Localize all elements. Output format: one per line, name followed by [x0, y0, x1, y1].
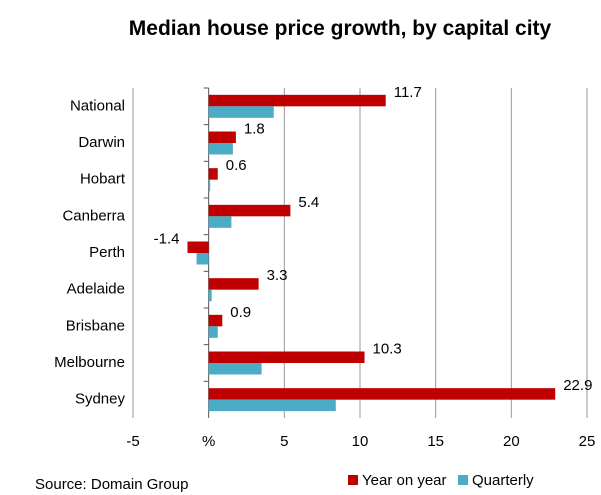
bar [208, 326, 218, 338]
data-label: 5.4 [298, 194, 319, 211]
data-label: 22.9 [563, 377, 592, 394]
bar [208, 388, 556, 400]
bar [208, 143, 233, 155]
x-tick-label: 5 [280, 433, 288, 450]
legend-swatch [348, 475, 358, 485]
bar [208, 131, 236, 143]
y-tick-label: Canberra [62, 207, 125, 224]
bar [196, 253, 209, 265]
x-tick-label: 20 [503, 433, 520, 450]
x-tick-label: 10 [352, 433, 369, 450]
data-label: -1.4 [154, 230, 180, 247]
data-label: 10.3 [373, 340, 402, 357]
bar [208, 399, 336, 412]
bar [208, 216, 232, 228]
x-tick-label: % [202, 433, 215, 450]
y-tick-label: Melbourne [54, 354, 125, 371]
bar [208, 351, 365, 363]
bar [208, 363, 262, 375]
bar [208, 94, 386, 107]
bar [208, 168, 218, 180]
legend-label: Quarterly [472, 472, 534, 489]
bar [187, 241, 209, 253]
y-tick-label: Adelaide [67, 281, 125, 298]
bar [208, 106, 274, 118]
x-tick-label: 25 [579, 433, 596, 450]
bar [208, 204, 291, 217]
y-tick-label: National [70, 97, 125, 114]
data-label: 0.6 [226, 157, 247, 174]
y-tick-label: Perth [89, 244, 125, 261]
data-label: 1.8 [244, 120, 265, 137]
y-tick-label: Hobart [80, 171, 126, 188]
bar [208, 179, 211, 192]
x-tick-label: -5 [126, 433, 139, 450]
bar [208, 278, 259, 290]
y-tick-label: Brisbane [66, 317, 125, 334]
bar [208, 314, 223, 327]
bar [208, 289, 212, 302]
legend-label: Year on year [362, 472, 447, 489]
legend-swatch [458, 475, 468, 485]
chart-title: Median house price growth, by capital ci… [128, 17, 552, 40]
y-tick-label: Darwin [78, 134, 125, 151]
data-label: 3.3 [267, 267, 288, 284]
x-tick-label: 15 [427, 433, 444, 450]
source-note: Source: Domain Group [35, 476, 188, 493]
data-label: 11.7 [394, 84, 422, 101]
data-label: 0.9 [230, 304, 251, 321]
y-tick-label: Sydney [75, 391, 126, 408]
